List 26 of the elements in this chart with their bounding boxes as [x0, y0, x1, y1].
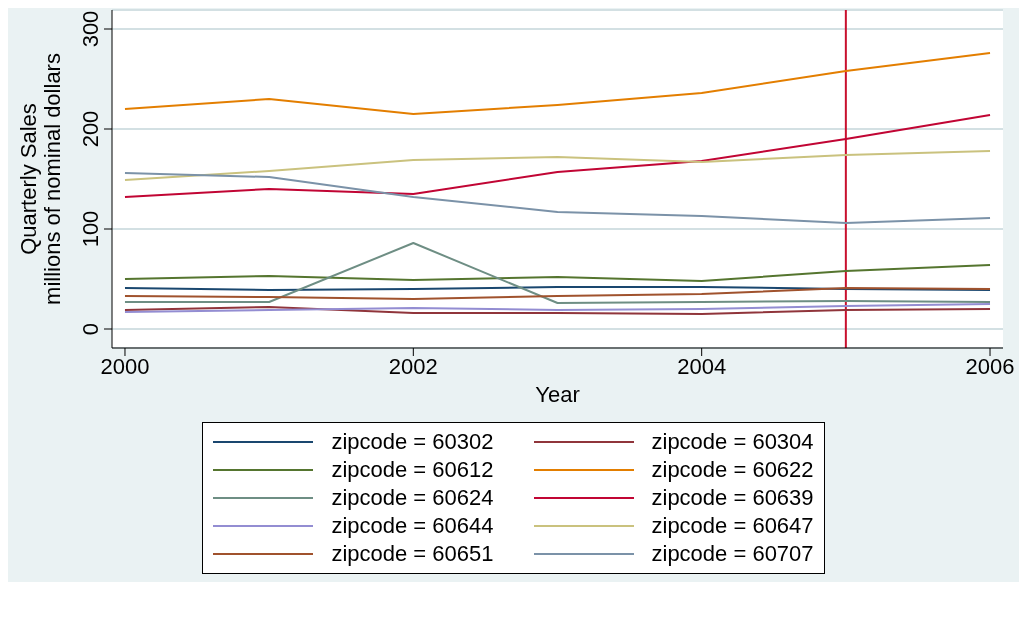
- legend-label: zipcode = 60302: [331, 429, 494, 455]
- x-axis-title: Year: [535, 381, 580, 407]
- line-series: [123, 150, 992, 181]
- line-series: [123, 242, 992, 304]
- legend-label: zipcode = 60647: [651, 513, 814, 539]
- line-series: [123, 264, 992, 282]
- legend-label: zipcode = 60622: [651, 457, 814, 483]
- y-tick-label: 300: [78, 10, 103, 48]
- y-tick-label: 100: [78, 210, 103, 248]
- y-tick-label: 0: [78, 322, 103, 336]
- y-axis-title: Quarterly Sales millions of nominal dollars: [16, 53, 65, 305]
- y-tick-label: 200: [78, 110, 103, 148]
- legend-label: zipcode = 60624: [331, 485, 494, 511]
- x-tick-label: 2000: [100, 353, 150, 379]
- x-tick-label: 2002: [388, 353, 438, 379]
- line-series: [123, 287, 992, 300]
- x-tick-label: 2004: [677, 353, 727, 379]
- x-tick-label: 2006: [965, 353, 1015, 379]
- legend-label: zipcode = 60304: [651, 429, 814, 455]
- legend-label: zipcode = 60707: [651, 541, 814, 567]
- legend-label: zipcode = 60612: [331, 457, 494, 483]
- legend-label: zipcode = 60651: [331, 541, 494, 567]
- line-series: [123, 52, 992, 115]
- legend-label: zipcode = 60639: [651, 485, 814, 511]
- legend-label: zipcode = 60644: [331, 513, 494, 539]
- line-series: [123, 172, 992, 224]
